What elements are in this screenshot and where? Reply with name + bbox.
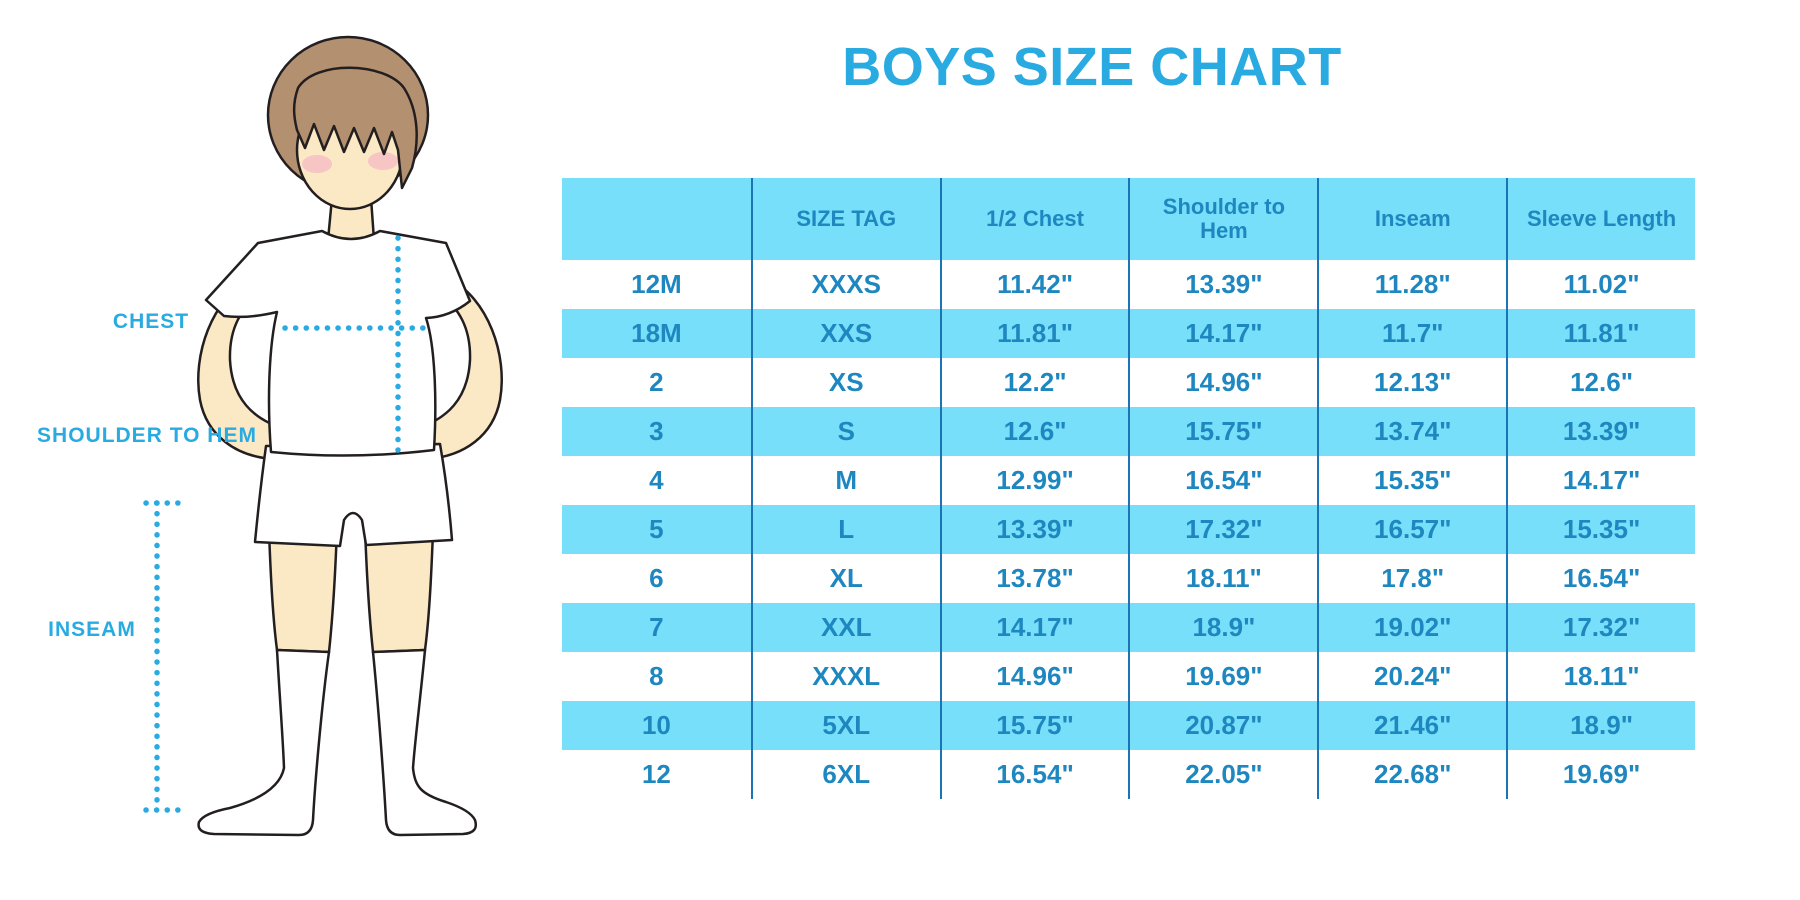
value-cell: 19.69": [1506, 750, 1695, 799]
value-cell: 13.39": [939, 505, 1129, 554]
value-cell: 14.96": [1128, 358, 1318, 407]
value-cell: 13.78": [939, 554, 1129, 603]
boy-right-sock: [371, 648, 477, 837]
value-cell: 22.68": [1317, 750, 1507, 799]
shoulder-to-hem-label: SHOULDER TO HEM: [37, 424, 257, 447]
boy-blush-right: [368, 152, 398, 170]
boy-measurement-figure: CHEST SHOULDER TO HEM INSEAM: [0, 0, 560, 900]
header-cell: Sleeve Length: [1506, 178, 1695, 260]
row-size-cell: 5: [562, 505, 751, 554]
value-cell: 19.69": [1128, 652, 1318, 701]
row-size-cell: 12M: [562, 260, 751, 309]
row-size-cell: 2: [562, 358, 751, 407]
value-cell: XXL: [750, 603, 940, 652]
value-cell: 16.54": [1128, 456, 1318, 505]
value-cell: 13.74": [1317, 407, 1507, 456]
value-cell: 13.39": [1506, 407, 1695, 456]
header-cell: Inseam: [1317, 178, 1507, 260]
row-size-cell: 10: [562, 701, 751, 750]
row-size-cell: 8: [562, 652, 751, 701]
value-cell: 12.6": [939, 407, 1129, 456]
value-cell: 18.11": [1128, 554, 1318, 603]
header-cell: Shoulder to Hem: [1128, 178, 1318, 260]
value-cell: XXXL: [750, 652, 940, 701]
value-cell: 17.32": [1506, 603, 1695, 652]
value-cell: 11.02": [1506, 260, 1695, 309]
value-cell: 14.17": [1506, 456, 1695, 505]
value-cell: 15.75": [1128, 407, 1318, 456]
value-cell: 21.46": [1317, 701, 1507, 750]
value-cell: 11.7": [1317, 309, 1507, 358]
value-cell: 12.99": [939, 456, 1129, 505]
value-cell: 12.6": [1506, 358, 1695, 407]
row-size-cell: 6: [562, 554, 751, 603]
header-cell: SIZE TAG: [750, 178, 940, 260]
boy-illustration: [143, 35, 503, 837]
boy-left-sock: [197, 648, 331, 837]
value-cell: XL: [750, 554, 940, 603]
value-cell: 18.11": [1506, 652, 1695, 701]
inseam-measure-line: [143, 500, 181, 813]
boy-hair-fringe: [292, 66, 418, 190]
value-cell: 17.8": [1317, 554, 1507, 603]
value-cell: 15.35": [1506, 505, 1695, 554]
value-cell: 11.81": [1506, 309, 1695, 358]
value-cell: 14.17": [939, 603, 1129, 652]
value-cell: 5XL: [750, 701, 940, 750]
value-cell: 12.13": [1317, 358, 1507, 407]
header-cell-empty: [562, 178, 751, 260]
value-cell: 20.87": [1128, 701, 1318, 750]
value-cell: 17.32": [1128, 505, 1318, 554]
value-cell: 16.54": [939, 750, 1129, 799]
page-title: BOYS SIZE CHART: [842, 37, 1342, 97]
boy-shirt: [204, 229, 472, 457]
inseam-label: INSEAM: [48, 618, 136, 641]
row-size-cell: 12: [562, 750, 751, 799]
value-cell: 15.35": [1317, 456, 1507, 505]
chest-label: CHEST: [112, 310, 190, 333]
value-cell: 12.2": [939, 358, 1129, 407]
row-size-cell: 7: [562, 603, 751, 652]
value-cell: 22.05": [1128, 750, 1318, 799]
value-cell: S: [750, 407, 940, 456]
row-size-cell: 18M: [562, 309, 751, 358]
value-cell: L: [750, 505, 940, 554]
value-cell: M: [750, 456, 940, 505]
value-cell: 14.96": [939, 652, 1129, 701]
value-cell: 18.9": [1128, 603, 1318, 652]
value-cell: 16.57": [1317, 505, 1507, 554]
value-cell: 11.81": [939, 309, 1129, 358]
value-cell: 11.28": [1317, 260, 1507, 309]
value-cell: XS: [750, 358, 940, 407]
boy-shorts: [253, 442, 454, 548]
value-cell: 16.54": [1506, 554, 1695, 603]
value-cell: 6XL: [750, 750, 940, 799]
row-size-cell: 3: [562, 407, 751, 456]
row-size-cell: 4: [562, 456, 751, 505]
value-cell: XXXS: [750, 260, 940, 309]
value-cell: 13.39": [1128, 260, 1318, 309]
value-cell: 11.42": [939, 260, 1129, 309]
value-cell: XXS: [750, 309, 940, 358]
value-cell: 14.17": [1128, 309, 1318, 358]
header-cell: 1/2 Chest: [939, 178, 1129, 260]
value-cell: 15.75": [939, 701, 1129, 750]
value-cell: 18.9": [1506, 701, 1695, 750]
value-cell: 20.24": [1317, 652, 1507, 701]
size-chart-table: SIZE TAG 1/2 Chest Shoulder to Hem Inseam Sl…: [562, 178, 1695, 799]
value-cell: 19.02": [1317, 603, 1507, 652]
boy-blush-left: [302, 155, 332, 173]
